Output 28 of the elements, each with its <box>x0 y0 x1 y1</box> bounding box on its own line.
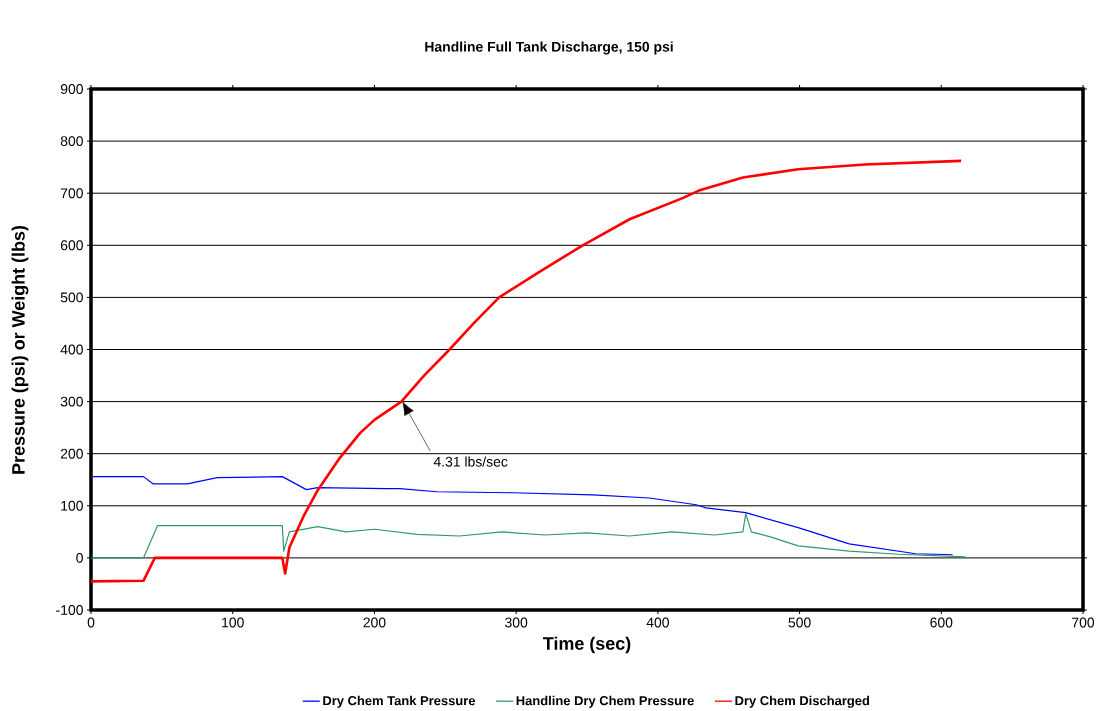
y-tick-label: 700 <box>60 188 83 199</box>
y-tick-label: 900 <box>60 84 83 94</box>
y-tick-label: 200 <box>60 448 83 459</box>
x-tick-label: 700 <box>1072 617 1095 628</box>
chart-title: Handline Full Tank Discharge, 150 psi <box>425 41 673 55</box>
y-tick-label: 100 <box>61 500 83 511</box>
legend-label: Dry Chem Discharged <box>735 695 870 708</box>
y-axis-title: Pressure (psi) or Weight (lbs) <box>11 226 29 474</box>
x-tick-label: 500 <box>788 617 811 628</box>
y-tick-label: 500 <box>60 292 83 303</box>
x-tick-label: 100 <box>222 617 244 628</box>
annotation: 4.31 lbs/sec <box>433 456 508 467</box>
x-tick-label: 0 <box>87 617 95 628</box>
y-tick-label: 800 <box>60 136 83 147</box>
y-tick-label: 600 <box>60 240 83 251</box>
y-tick-label: 300 <box>60 396 83 407</box>
y-tick-label: -100 <box>56 605 83 615</box>
line-series <box>90 476 954 556</box>
legend-label: Handline Dry Chem Pressure <box>516 695 694 708</box>
x-tick-label: 300 <box>505 617 528 628</box>
x-tick-label: 200 <box>363 617 386 628</box>
x-tick-label: 400 <box>646 617 669 628</box>
x-axis-title: Time (sec) <box>543 636 631 654</box>
line-series <box>89 159 963 583</box>
y-tick-label: 400 <box>60 344 83 355</box>
legend-label: Dry Chem Tank Pressure <box>323 695 476 708</box>
x-tick-label: 600 <box>930 617 953 628</box>
y-tick-label: 0 <box>76 552 83 563</box>
